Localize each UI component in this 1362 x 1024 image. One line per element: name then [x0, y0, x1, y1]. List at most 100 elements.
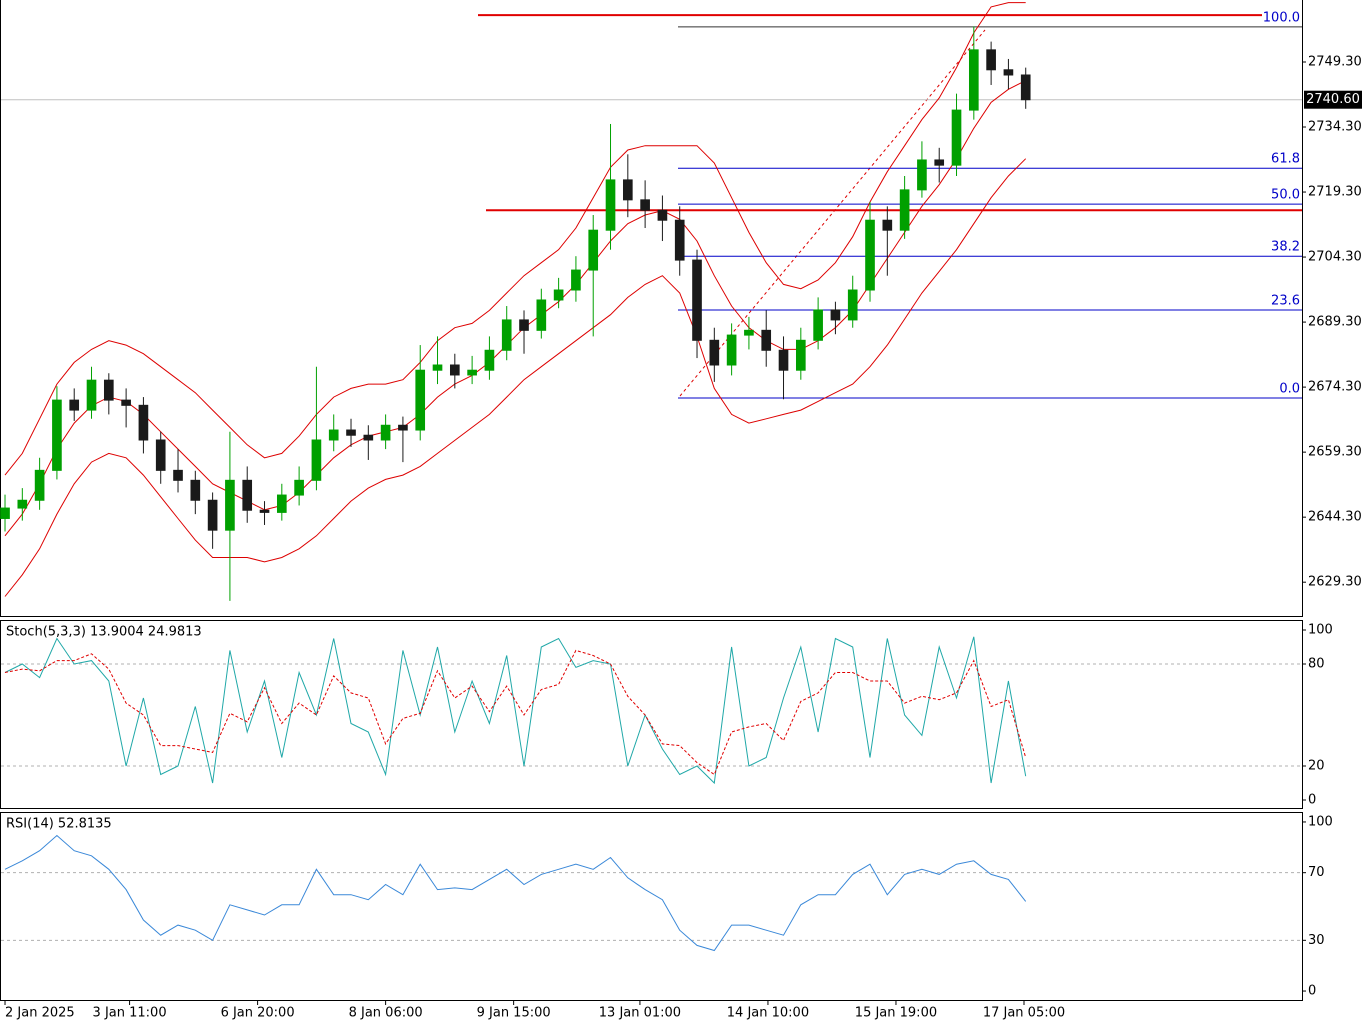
- rsi-panel: [0, 812, 1303, 1001]
- candle-body: [294, 479, 304, 496]
- candle-body: [311, 439, 322, 481]
- y-tick-label: 100: [1308, 623, 1333, 638]
- candle-body: [415, 369, 426, 431]
- candle-body: [709, 339, 720, 366]
- candle-body: [363, 434, 374, 441]
- candle-body: [726, 334, 737, 366]
- x-tick-label: 13 Jan 01:00: [599, 1006, 681, 1021]
- y-tick-label: 2629.30: [1308, 575, 1362, 590]
- candle-body: [519, 319, 529, 331]
- candle-body: [761, 329, 772, 351]
- candle-body: [86, 379, 97, 411]
- candle-body: [346, 429, 356, 436]
- last-price-label: 2740.60: [1306, 92, 1360, 107]
- candle-body: [795, 339, 806, 371]
- series-line: [4, 834, 1027, 952]
- y-tick-label: 0: [1308, 793, 1316, 808]
- candle-body: [1020, 74, 1031, 101]
- candle-body: [744, 329, 754, 336]
- candle-body: [432, 364, 443, 371]
- candle-body: [380, 424, 391, 441]
- candle-body: [917, 159, 927, 191]
- x-tick-label: 6 Jan 20:00: [221, 1006, 295, 1021]
- last-price-box: [1304, 90, 1362, 109]
- candle-body: [674, 219, 685, 261]
- candle-body: [207, 499, 218, 531]
- candle-body: [830, 309, 841, 321]
- y-tick-label: 2719.30: [1308, 185, 1362, 200]
- y-tick-label: 30: [1308, 933, 1325, 948]
- x-tick-label: 2 Jan 2025: [5, 1006, 75, 1021]
- candle-body: [536, 299, 547, 331]
- candle-body: [155, 439, 166, 471]
- y-tick-label: 2674.30: [1308, 380, 1362, 395]
- x-tick-label: 14 Jan 10:00: [727, 1006, 809, 1021]
- candle-body: [571, 269, 581, 291]
- candle-body: [0, 507, 10, 519]
- candle-body: [276, 494, 287, 513]
- y-tick-label: 0: [1308, 984, 1316, 999]
- y-tick-label: 2734.30: [1308, 120, 1362, 135]
- y-tick-label: 2689.30: [1308, 315, 1362, 330]
- y-tick-label: 20: [1308, 759, 1325, 774]
- fib-label: 38.2: [1271, 240, 1300, 255]
- x-tick-label: 3 Jan 11:00: [93, 1006, 167, 1021]
- candle-body: [847, 289, 858, 321]
- candle-body: [173, 469, 183, 481]
- fib-label: 100.0: [1263, 10, 1300, 25]
- candle-body: [398, 424, 408, 431]
- candle-body: [190, 479, 201, 501]
- series-line: [4, 2, 1026, 476]
- candle-body: [328, 429, 339, 441]
- panel-title: RSI(14) 52.8135: [6, 817, 112, 832]
- candle-body: [138, 404, 149, 441]
- candle-body: [449, 364, 460, 376]
- candle-body: [692, 259, 702, 341]
- series-line: [4, 158, 1027, 597]
- candle-body: [225, 479, 235, 531]
- candle-body: [259, 509, 270, 513]
- x-tick-label: 17 Jan 05:00: [983, 1006, 1065, 1021]
- y-tick-label: 2704.30: [1308, 250, 1362, 265]
- fib-label: 61.8: [1271, 152, 1300, 167]
- candle-body: [899, 189, 910, 231]
- y-tick-label: 2659.30: [1308, 445, 1362, 460]
- candle-body: [103, 379, 114, 401]
- y-tick-label: 2749.30: [1308, 54, 1362, 69]
- fib-label: 23.6: [1271, 293, 1300, 308]
- candle-body: [52, 399, 62, 471]
- panel-title: Stoch(5,3,3) 13.9004 24.9813: [6, 625, 202, 640]
- y-tick-label: 2644.30: [1308, 510, 1362, 525]
- candle-body: [484, 349, 495, 371]
- candle-body: [501, 319, 512, 351]
- candle-body: [17, 499, 28, 509]
- y-tick-label: 100: [1308, 814, 1333, 829]
- candle-body: [882, 219, 893, 231]
- series-line: [4, 636, 1027, 785]
- candle-body: [813, 309, 823, 341]
- fib-label: 50.0: [1271, 188, 1300, 203]
- candle-body: [986, 49, 996, 71]
- fib-label: 0.0: [1279, 381, 1300, 396]
- candle-body: [968, 49, 979, 111]
- candle-body: [588, 229, 599, 271]
- candle-body: [640, 199, 650, 211]
- candle-body: [865, 219, 875, 291]
- series-line: [4, 649, 1027, 776]
- x-tick-label: 9 Jan 15:00: [477, 1006, 551, 1021]
- candle-body: [934, 159, 945, 166]
- stoch-panel: [0, 620, 1303, 809]
- candle-body: [553, 289, 564, 301]
- candle-body: [34, 469, 45, 501]
- candle-body: [778, 349, 789, 371]
- y-tick-label: 80: [1308, 657, 1325, 672]
- x-tick-label: 8 Jan 06:00: [349, 1006, 423, 1021]
- candle-body: [467, 369, 477, 376]
- candle-body: [951, 109, 962, 166]
- candle-body: [242, 479, 253, 511]
- price-panel: [0, 0, 1303, 617]
- candle-body: [121, 399, 131, 406]
- x-tick-label: 15 Jan 19:00: [855, 1006, 937, 1021]
